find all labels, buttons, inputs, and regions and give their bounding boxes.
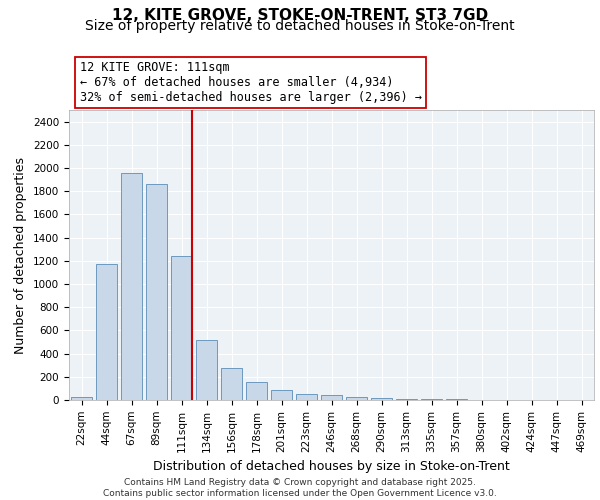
Bar <box>296 394 317 400</box>
Bar <box>71 396 92 400</box>
Text: 12, KITE GROVE, STOKE-ON-TRENT, ST3 7GD: 12, KITE GROVE, STOKE-ON-TRENT, ST3 7GD <box>112 8 488 22</box>
Text: Contains HM Land Registry data © Crown copyright and database right 2025.
Contai: Contains HM Land Registry data © Crown c… <box>103 478 497 498</box>
Bar <box>121 172 142 400</box>
Bar <box>346 396 367 400</box>
Bar <box>321 396 342 400</box>
Bar <box>171 256 192 400</box>
Bar <box>371 398 392 400</box>
Bar <box>196 340 217 400</box>
Bar <box>271 390 292 400</box>
Bar <box>146 184 167 400</box>
Bar <box>96 264 117 400</box>
Bar <box>246 382 267 400</box>
Text: 12 KITE GROVE: 111sqm
← 67% of detached houses are smaller (4,934)
32% of semi-d: 12 KITE GROVE: 111sqm ← 67% of detached … <box>79 61 421 104</box>
X-axis label: Distribution of detached houses by size in Stoke-on-Trent: Distribution of detached houses by size … <box>153 460 510 473</box>
Text: Size of property relative to detached houses in Stoke-on-Trent: Size of property relative to detached ho… <box>85 19 515 33</box>
Bar <box>221 368 242 400</box>
Y-axis label: Number of detached properties: Number of detached properties <box>14 156 28 354</box>
